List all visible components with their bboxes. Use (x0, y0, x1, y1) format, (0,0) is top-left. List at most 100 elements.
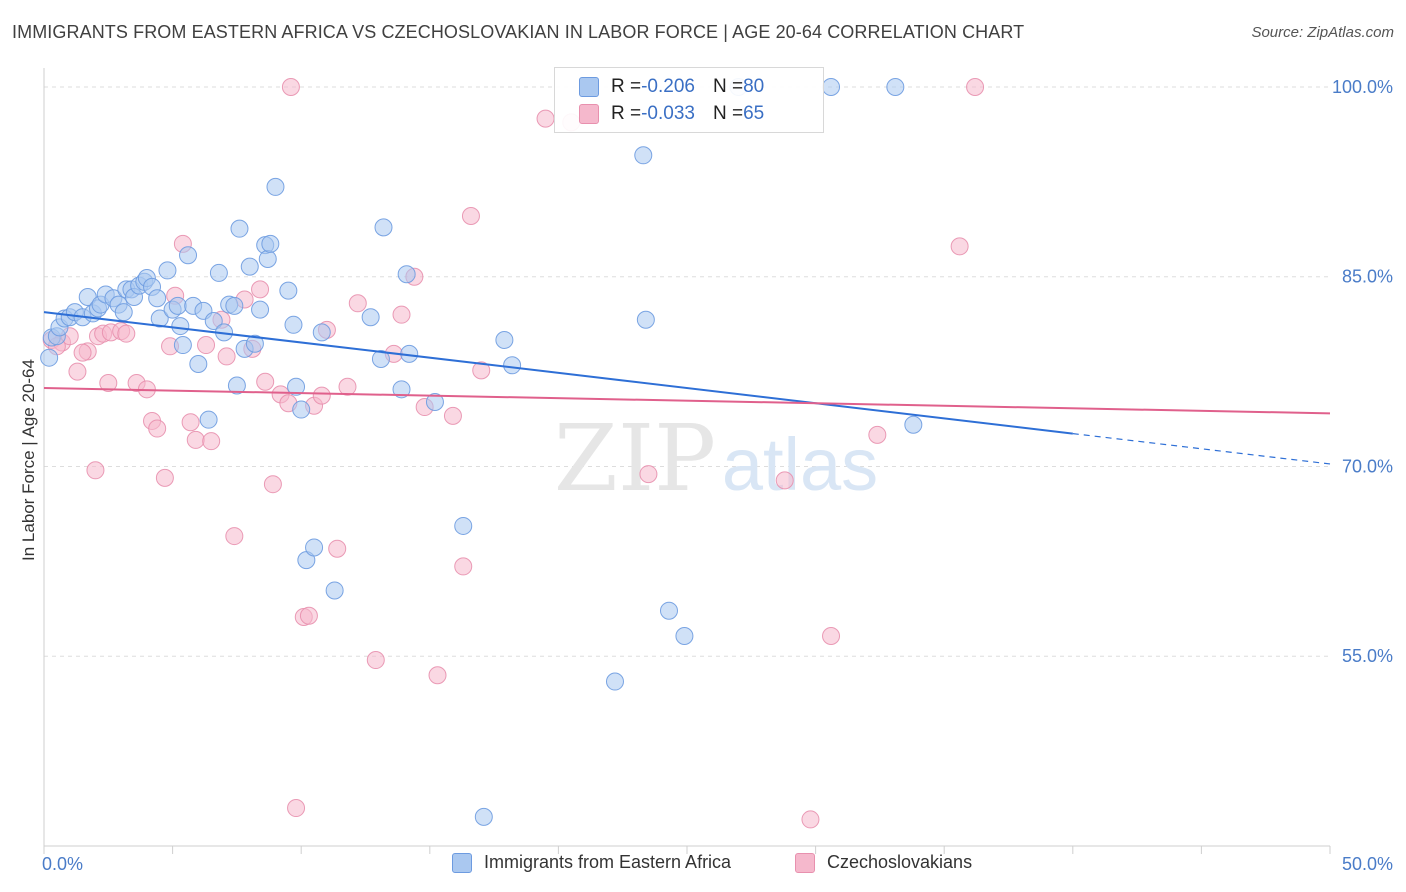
x-tick-labels: 0.0% 50.0% (42, 854, 1393, 874)
eastern-africa-point (266, 177, 285, 196)
legend-item-eastern-africa: Immigrants from Eastern Africa (452, 852, 731, 873)
eastern-africa-point (636, 310, 655, 329)
eastern-africa-point (397, 265, 416, 284)
stats-legend: R = -0.206 N = 80 R = -0.033 N = 65 (554, 67, 824, 133)
watermark: ZIP atlas (554, 405, 878, 512)
czechoslovakians-point (312, 386, 331, 405)
eastern-africa-point (374, 218, 393, 237)
czechoslovakians-point (281, 77, 300, 96)
eastern-africa-point (325, 581, 344, 600)
czechoslovakians-point (263, 475, 282, 494)
eastern-africa-point (171, 317, 190, 336)
swatch-blue (579, 77, 599, 97)
eastern-africa-point (454, 516, 473, 535)
czechoslovakians-point (536, 109, 555, 128)
czechoslovakians-point (472, 361, 491, 380)
czechoslovakians-point (86, 461, 105, 480)
czechoslovakians-point (251, 280, 270, 299)
eastern-africa-point (209, 263, 228, 282)
eastern-africa-point (392, 380, 411, 399)
eastern-africa-point (305, 538, 324, 557)
watermark-atlas: atlas (722, 423, 878, 506)
source-credit: Source: ZipAtlas.com (1251, 24, 1394, 41)
n-value: 65 (743, 103, 765, 124)
czechoslovakians-point (256, 372, 275, 391)
watermark-zip: ZIP (554, 405, 716, 512)
eastern-africa-point (634, 146, 653, 165)
y-tick-label: 85.0% (1342, 267, 1393, 287)
eastern-africa-point (886, 77, 905, 96)
eastern-africa-point (148, 289, 167, 308)
czechoslovakians-point (348, 294, 367, 313)
czechoslovakians-point (639, 465, 658, 484)
czechoslovakians-point (155, 468, 174, 487)
chart-title: IMMIGRANTS FROM EASTERN AFRICA VS CZECHO… (12, 22, 1025, 42)
eastern-africa-point (503, 356, 522, 375)
czechoslovakians-point (392, 305, 411, 324)
eastern-africa-point (659, 601, 678, 620)
eastern-africa-point (225, 296, 244, 315)
eastern-africa-point (179, 246, 198, 265)
eastern-africa-point (605, 672, 624, 691)
series-legend: Immigrants from Eastern Africa Czechoslo… (0, 852, 1406, 878)
czechoslovakians-point (299, 606, 318, 625)
eastern-africa-point (258, 250, 277, 269)
eastern-africa-point (284, 315, 303, 334)
eastern-africa-point (261, 234, 280, 253)
eastern-africa-point (40, 348, 59, 367)
eastern-africa-point (158, 261, 177, 280)
czechoslovakians-point (99, 373, 118, 392)
grid-lines (44, 86, 1330, 657)
eastern-africa-point (189, 355, 208, 374)
czechoslovakians-point (461, 207, 480, 226)
x-tick-label: 0.0% (42, 854, 83, 874)
czechoslovakians-point (186, 430, 205, 449)
y-tick-labels: 55.0% 70.0% 85.0% 100.0% (1332, 77, 1393, 666)
r-value: -0.033 (641, 103, 695, 124)
czechoslovakians-point (868, 425, 887, 444)
trend-line-dashed (1072, 433, 1331, 465)
trend-lines (43, 311, 1331, 465)
eastern-africa-point (904, 415, 923, 434)
eastern-africa-point (168, 296, 187, 315)
legend-label: Immigrants from Eastern Africa (484, 852, 732, 872)
czechoslovakians-point (775, 471, 794, 490)
y-tick-label: 100.0% (1332, 77, 1393, 97)
czechoslovakians-point (117, 324, 136, 343)
czechoslovakians-point (966, 77, 985, 96)
eastern-africa-point (474, 807, 493, 826)
eastern-africa-point (425, 392, 444, 411)
legend-label: Czechoslovakians (827, 852, 973, 872)
eastern-africa-point (199, 410, 218, 429)
y-axis-label: In Labor Force | Age 20-64 (19, 359, 38, 561)
legend-item-czechoslovakians: Czechoslovakians (795, 852, 972, 873)
trend-line-solid (43, 311, 1073, 435)
eastern-africa-point (371, 349, 390, 368)
eastern-africa-point (204, 312, 223, 331)
legend-swatch-blue (452, 852, 472, 873)
n-value: 80 (743, 76, 765, 97)
czechoslovakians-point (68, 362, 87, 381)
eastern-africa-point (230, 219, 249, 238)
czechoslovakians-point (366, 651, 385, 670)
n-label: N = (712, 103, 744, 124)
czechoslovakians-point (822, 627, 841, 646)
y-tick-label: 70.0% (1342, 456, 1393, 476)
eastern-africa-point (251, 300, 270, 319)
eastern-africa-point (245, 334, 264, 353)
czechoslovakians-point (181, 413, 200, 432)
swatch-pink (579, 104, 599, 124)
eastern-africa-point (173, 336, 192, 355)
eastern-africa-point (495, 330, 514, 349)
axes (43, 68, 1331, 854)
r-value: -0.206 (641, 76, 695, 97)
czechoslovakians-point (443, 406, 462, 425)
r-label: R = (611, 76, 642, 97)
czechoslovakians-point (950, 237, 969, 256)
eastern-africa-point (150, 309, 169, 328)
czechoslovakians-point (801, 810, 820, 829)
stats-row-czechoslovakians: R = -0.033 N = 65 (579, 101, 764, 127)
czechoslovakians-point (73, 343, 92, 362)
czechoslovakians-point (202, 432, 221, 451)
eastern-africa-point (312, 323, 331, 342)
